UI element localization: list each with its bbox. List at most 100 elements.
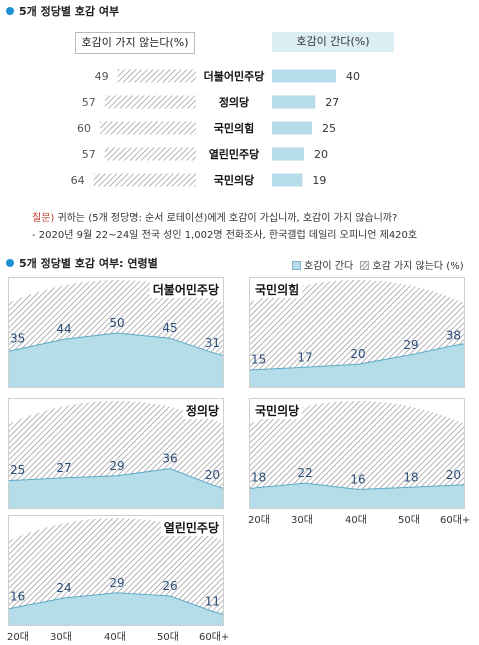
question-text: 귀하는 (5개 정당명: 순서 로테이션)에게 호감이 가십니까, 호감이 가지…	[54, 213, 398, 224]
dislike-value: 64	[71, 174, 85, 187]
like-value: 19	[312, 174, 326, 187]
like-header: 호감이 간다(%)	[272, 32, 394, 52]
like-value-label: 20	[350, 347, 365, 361]
like-value-label: 27	[56, 461, 71, 475]
like-value-label: 24	[56, 581, 71, 595]
like-value-label: 35	[10, 332, 25, 346]
dislike-bar	[93, 173, 196, 187]
legend-like-label: 호감이 간다	[304, 261, 354, 272]
like-value-label: 17	[297, 350, 312, 364]
age-chart-minjoo: 35 44 50 45 31 더불어민주당	[8, 277, 224, 388]
age-tick: 30대	[50, 632, 72, 643]
like-value-label: 25	[10, 463, 25, 477]
like-value-label: 29	[109, 459, 124, 473]
like-value: 25	[322, 122, 336, 135]
like-value-label: 18	[403, 470, 418, 484]
like-value-label: 36	[162, 452, 177, 466]
like-line	[249, 343, 465, 371]
age-chart-open-minjoo: 16 24 29 26 11 열린민주당	[8, 515, 224, 626]
panel-title: 정의당	[186, 403, 219, 418]
party-label: 더불어민주당	[204, 69, 265, 83]
panel-title: 더불어민주당	[153, 282, 219, 297]
age-tick: 60대+	[440, 515, 471, 526]
dislike-bar	[117, 69, 196, 83]
like-value-label: 16	[350, 472, 365, 486]
panel-frame	[249, 277, 465, 388]
party-label: 국민의힘	[214, 121, 254, 135]
dislike-bar	[100, 121, 196, 135]
like-value-label: 26	[162, 579, 177, 593]
like-value-label: 50	[109, 316, 124, 330]
bullet-dot-icon	[6, 7, 14, 15]
age-tick: 20대	[248, 515, 270, 526]
section-title-overall: 5개 정당별 호감 여부	[6, 3, 119, 19]
like-value-label: 38	[446, 328, 461, 342]
party-label: 정의당	[219, 95, 249, 109]
panel-title-background	[149, 281, 222, 298]
age-tick: 50대	[157, 632, 179, 643]
party-label: 국민의당	[214, 173, 254, 187]
like-value-label: 20	[205, 468, 220, 482]
age-chart-peoples: 18 22 16 18 20 국민의당	[249, 398, 465, 509]
bullet-dot-icon	[6, 259, 14, 267]
like-value-label: 22	[297, 466, 312, 480]
like-value-label: 18	[251, 470, 266, 484]
dislike-header: 호감이 가지 않는다(%)	[75, 32, 195, 54]
like-value: 27	[325, 96, 339, 109]
dislike-value: 49	[95, 70, 109, 83]
dislike-bar	[104, 95, 196, 109]
like-value-label: 11	[205, 595, 220, 609]
legend-dislike-swatch	[360, 261, 370, 270]
like-value-label: 45	[162, 321, 177, 335]
like-area	[8, 468, 224, 509]
panel-frame	[8, 277, 224, 388]
panel-frame	[8, 398, 224, 509]
question-label: 질문)	[32, 213, 55, 224]
panel-frame	[8, 515, 224, 626]
legend-dislike-label: 호감 가지 않는다 (%)	[372, 261, 464, 272]
like-area	[249, 483, 465, 509]
panel-title: 국민의힘	[255, 282, 299, 297]
dislike-value: 60	[77, 122, 91, 135]
panel-frame	[249, 398, 465, 509]
like-area	[249, 343, 465, 388]
age-tick: 30대	[291, 515, 313, 526]
section-title-text: 5개 정당별 호감 여부	[19, 5, 120, 18]
party-label: 열린민주당	[209, 147, 260, 161]
like-value-label: 31	[205, 336, 220, 350]
legend: 호감이 간다 호감 가지 않는다 (%)	[292, 257, 464, 272]
panel-title-background	[252, 402, 303, 419]
like-bar	[272, 95, 316, 109]
question-note: 질문) 귀하는 (5개 정당명: 순서 로테이션)에게 호감이 가십니까, 호감…	[32, 209, 397, 224]
age-chart-justice: 25 27 29 36 20 정의당	[8, 398, 224, 509]
like-area	[8, 592, 224, 626]
like-line	[8, 592, 224, 616]
panel-title-background	[182, 402, 222, 419]
like-value-label: 29	[403, 338, 418, 352]
like-bar	[272, 121, 312, 135]
source-note: - 2020년 9월 22~24일 전국 성인 1,002명 전화조사, 한국갤…	[32, 230, 418, 241]
like-value-label: 29	[109, 576, 124, 590]
legend-like-swatch	[292, 261, 301, 270]
like-bar	[272, 147, 304, 161]
age-tick: 40대	[345, 515, 367, 526]
like-value: 40	[346, 70, 360, 83]
like-value-label: 16	[10, 589, 25, 603]
age-chart-ppp: 15 17 20 29 38 국민의힘	[249, 277, 465, 388]
age-tick: 60대+	[199, 632, 230, 643]
like-value-label: 15	[251, 352, 266, 366]
like-value-label: 20	[446, 468, 461, 482]
overall-bar-chart: 49 더불어민주당 40 57 정의당 27 60 국민의힘 25 57 열린민주당 20 64 국민의당…	[71, 69, 360, 187]
panel-title: 국민의당	[255, 403, 299, 418]
dislike-value: 57	[82, 96, 96, 109]
like-line	[8, 332, 224, 357]
section-title-text: 5개 정당별 호감 여부: 연령별	[19, 257, 158, 270]
like-area	[8, 333, 224, 388]
age-tick: 40대	[104, 632, 126, 643]
like-bar	[272, 69, 336, 83]
like-value-label: 44	[56, 322, 71, 336]
like-value: 20	[314, 148, 328, 161]
like-bar	[272, 173, 303, 187]
section-title-age: 5개 정당별 호감 여부: 연령별	[6, 255, 158, 271]
panel-title: 열린민주당	[164, 520, 219, 535]
